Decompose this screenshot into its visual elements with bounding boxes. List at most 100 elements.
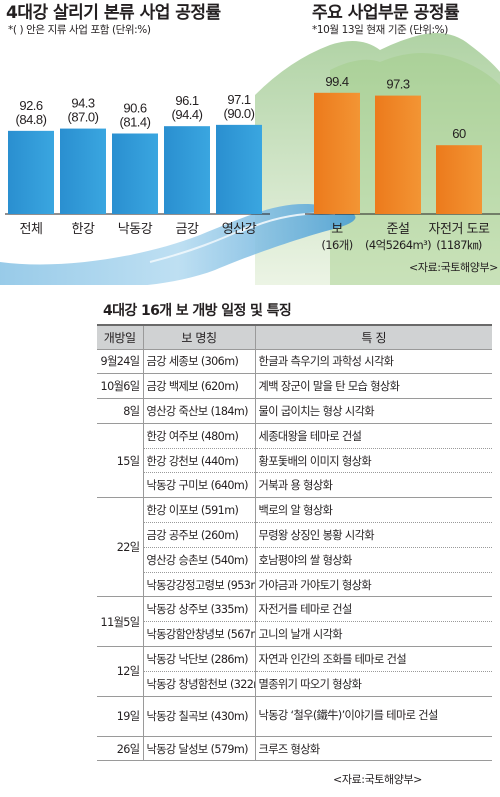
table-source: <자료:국토해양부>	[333, 773, 422, 787]
cell-feature: 계백 장군이 말을 탄 모습 형상화	[254, 373, 492, 400]
cell-name: 낙동강 창녕함천보 (322m)	[142, 671, 255, 697]
table-row: 낙동강 창녕함천보 (322m)멸종위기 따오기 형상화	[97, 671, 492, 697]
cell-feature: 무령왕 상징인 봉황 시각화	[254, 522, 492, 548]
bar-tributary-label: (87.0)	[68, 110, 99, 125]
cell-date: 22일	[97, 497, 143, 598]
cell-name: 금강 공주보 (260m)	[142, 522, 255, 548]
cell-feature: 백로의 알 형상화	[254, 497, 492, 524]
chart-title-left: 4대강 살리기 본류 사업 공정률	[6, 3, 222, 23]
chart-note-left: *( ) 안은 지류 사업 포함 (단위:%)	[8, 23, 151, 36]
cell-feature: 거북과 용 형상화	[254, 472, 492, 499]
cell-date: 12일	[97, 646, 143, 697]
category-label: 보	[331, 222, 343, 237]
table-row: 금강 공주보 (260m) 무령왕 상징인 봉황 시각화	[97, 522, 492, 548]
bar-value-label: 96.1	[175, 93, 199, 108]
cell-name: 낙동강함안창녕보 (567m)	[142, 621, 255, 648]
bar-value-label: 97.1	[227, 92, 251, 107]
table-row: 영산강 승촌보 (540m) 호남평야의 쌀 형상화	[97, 547, 492, 573]
bar-value-label: 97.3	[386, 77, 410, 92]
category-label: 금강	[176, 222, 199, 237]
bar-value-label: 60	[452, 126, 466, 141]
cell-feature: 고니의 날개 시각화	[254, 621, 492, 648]
category-sublabel: (4억5264m³)	[365, 238, 431, 252]
cell-feature: 가야금과 가야토기 형상화	[254, 572, 492, 598]
table-row: 10월6일 금강 백제보 (620m) 계백 장군이 말을 탄 모습 형상화	[97, 373, 492, 400]
cell-name: 영산강 죽산보 (184m)	[142, 398, 255, 424]
chart-source: <자료:국토해양부>	[409, 260, 498, 274]
charts-svg: 4대강 살리기 본류 사업 공정률 *( ) 안은 지류 사업 포함 (단위:%…	[0, 3, 500, 285]
cell-name: 금강 백제보 (620m)	[142, 373, 255, 400]
charts-area: 4대강 살리기 본류 사업 공정률 *( ) 안은 지류 사업 포함 (단위:%…	[0, 0, 500, 285]
table-row: 8일 영산강 죽산보 (184m) 물이 굽이치는 형상 시각화	[97, 398, 492, 424]
decorative-river	[0, 204, 356, 285]
table-title: 4대강 16개 보 개방 일정 및 특징	[103, 303, 292, 319]
table-row: 22일 한강 이포보 (591m) 백로의 알 형상화	[97, 497, 492, 598]
cell-name: 낙동강 칠곡보 (430m)	[142, 696, 255, 737]
bar-4	[164, 126, 210, 214]
header-feature: 특 징	[254, 325, 492, 350]
chart-title-right: 주요 사업부문 공정률	[312, 3, 460, 23]
cell-date: 10월6일	[97, 373, 143, 400]
category-label: 전체	[20, 222, 43, 237]
bar-3	[112, 133, 158, 214]
bar-value-label: 92.6	[19, 98, 43, 113]
cell-feature: 호남평야의 쌀 형상화	[254, 547, 492, 573]
table-row: 낙동강 구미보 (640m) 거북과 용 형상화	[97, 472, 492, 499]
cell-name: 금강 세종보 (306m)	[142, 349, 255, 375]
category-label: 영산강	[222, 222, 257, 237]
schedule-table: 개방일 보 명칭 특 징 9월24일 금강 세종보 (306m) 한글과 측우기의 …	[97, 324, 492, 762]
cell-date: 15일	[97, 423, 143, 499]
category-label: 자전거 도로	[429, 222, 490, 237]
bar-5	[216, 124, 262, 214]
cell-name: 한강 여주보 (480m)	[142, 423, 255, 449]
cell-name: 낙동강 달성보 (579m)	[142, 736, 255, 762]
bar-tributary-label: (84.8)	[16, 112, 47, 127]
cell-feature: 멸종위기 따오기 형상화	[254, 671, 492, 697]
cell-feature: 낙동강 ‘철우(鐵牛)’이야기를 테마로 건설	[254, 696, 492, 737]
bar-value-label: 94.3	[71, 96, 95, 111]
cell-feature: 크루즈 형상화	[254, 736, 492, 762]
table-row: 11월5일 낙동강 상주보 (335m) 자전거를 테마로 건설	[97, 596, 492, 648]
category-label: 한강	[72, 222, 95, 237]
cell-name: 영산강 승촌보 (540m)	[142, 547, 255, 573]
cell-feature: 한글과 측우기의 과학성 시각화	[254, 349, 492, 375]
chart-left-bars: 92.6(84.8) 전체 94.3(87.0) 한강 90.6(81.4) 낙동강 96.…	[8, 92, 262, 237]
chart-note-right: *10월 13일 현재 기준 (단위:%)	[312, 23, 448, 36]
cell-date: 8일	[97, 398, 143, 424]
bar-1	[314, 92, 360, 214]
category-sublabel: (1187㎞)	[436, 238, 482, 252]
category-label: 낙동강	[118, 222, 153, 237]
category-sublabel: (16개)	[321, 238, 352, 252]
cell-name: 낙동강 상주보 (335m)	[142, 596, 255, 623]
bar-2	[375, 95, 421, 214]
bar-1	[8, 130, 54, 214]
cell-date: 11월5일	[97, 596, 143, 648]
cell-feature: 자전거를 테마로 건설	[254, 596, 492, 623]
bar-value-label: 90.6	[123, 101, 147, 116]
category-label: 준설	[387, 222, 410, 237]
cell-feature: 물이 굽이치는 형상 시각화	[254, 398, 492, 424]
cell-name: 한강 강천보 (440m)	[142, 448, 255, 474]
cell-feature: 세종대왕을 테마로 건설	[254, 423, 492, 449]
cell-date: 19일	[97, 696, 143, 737]
header-name: 보 명칭	[142, 325, 255, 350]
chart-right-bars: 99.4 보(16개) 97.3 준설(4억5264m³) 60 자전거 도로(1187㎞…	[314, 74, 491, 252]
table-row: 낙동강강정고령보 (953m) 가야금과 가야토기 형상화	[97, 572, 492, 598]
bar-2	[60, 128, 106, 214]
bar-value-label: 99.4	[325, 74, 349, 89]
table-row: 19일 낙동강 칠곡보 (430m) 낙동강 ‘철우(鐵牛)’이야기를 테마로 건설	[97, 696, 492, 737]
bar-tributary-label: (81.4)	[120, 115, 151, 130]
cell-feature: 황포돛배의 이미지 형상화	[254, 448, 492, 474]
cell-name: 낙동강 구미보 (640m)	[142, 472, 255, 499]
header-date: 개방일	[97, 325, 143, 350]
table-row: 15일 한강 여주보 (480m) 세종대왕을 테마로 건설	[97, 423, 492, 499]
cell-name: 낙동강 낙단보 (286m)	[142, 646, 255, 672]
table-row: 26일 낙동강 달성보 (579m) 크루즈 형상화	[97, 736, 492, 762]
cell-date: 9월24일	[97, 349, 143, 375]
cell-date: 26일	[97, 736, 143, 762]
table-row: 낙동강함안창녕보 (567m) 고니의 날개 시각화	[97, 621, 492, 648]
schedule-table-block: 4대강 16개 보 개방 일정 및 특징 개방일 보 명칭 특 징 9월24일 금…	[97, 298, 492, 787]
cell-name: 한강 이포보 (591m)	[142, 497, 255, 524]
cell-feature: 자연과 인간의 조화를 테마로 건설	[254, 646, 492, 672]
bar-tributary-label: (90.0)	[224, 106, 255, 121]
